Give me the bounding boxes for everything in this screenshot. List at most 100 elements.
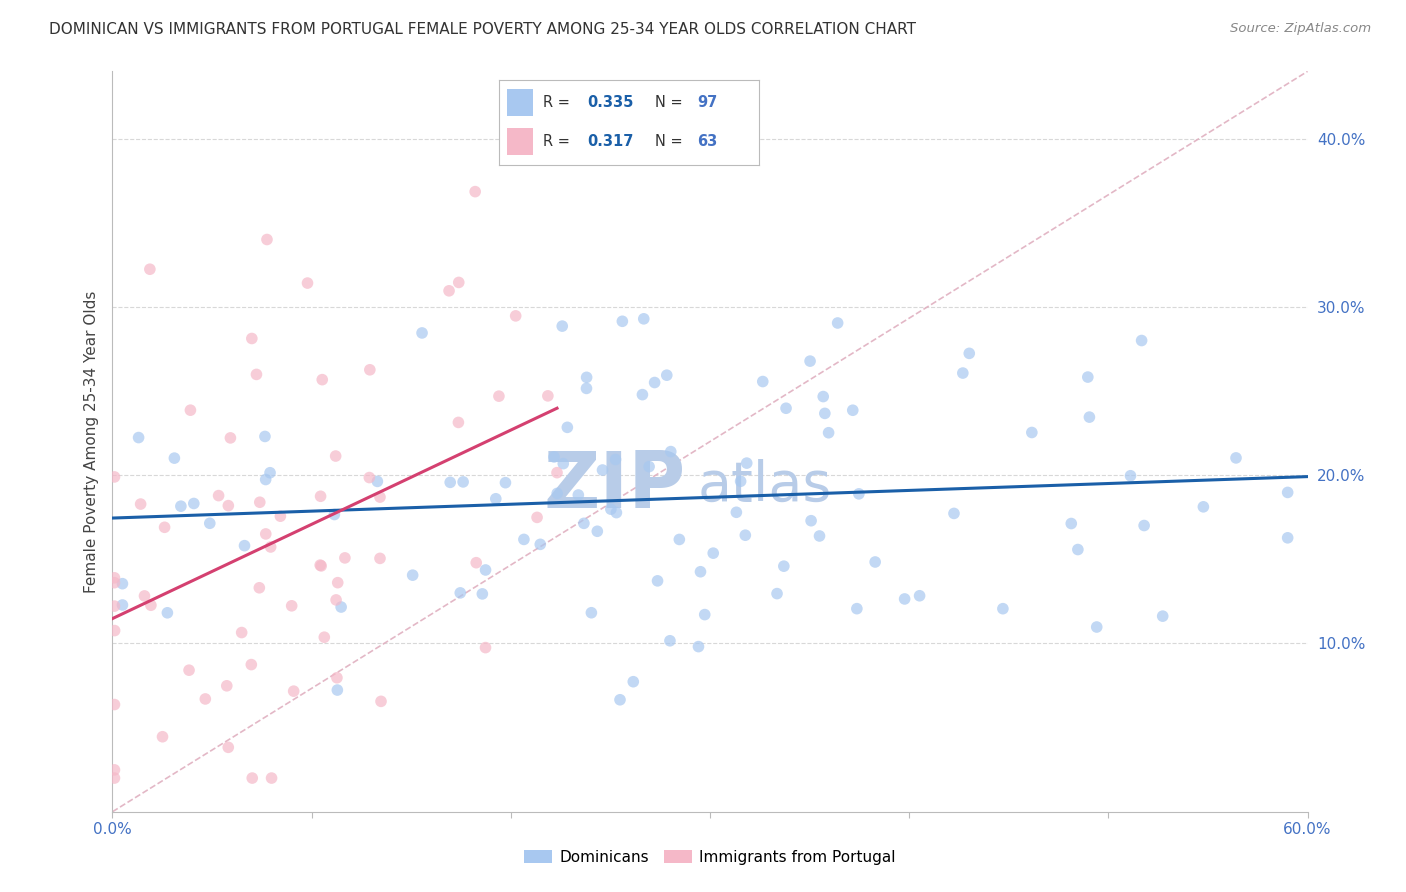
Point	[725, 505, 748, 519]
Point	[401, 568, 423, 582]
Point	[104, 624, 127, 638]
Point	[1078, 410, 1101, 425]
Point	[659, 444, 682, 458]
Point	[323, 508, 346, 522]
Point	[689, 565, 711, 579]
Point	[553, 457, 575, 471]
Text: DOMINICAN VS IMMIGRANTS FROM PORTUGAL FEMALE POVERTY AMONG 25-34 YEAR OLDS CORRE: DOMINICAN VS IMMIGRANTS FROM PORTUGAL FE…	[49, 22, 917, 37]
Point	[494, 475, 516, 490]
Point	[194, 692, 217, 706]
Point	[254, 473, 277, 487]
Point	[207, 489, 229, 503]
Point	[156, 606, 179, 620]
Text: N =: N =	[655, 134, 688, 149]
Point	[505, 309, 527, 323]
Point	[451, 475, 474, 489]
Point	[638, 459, 661, 474]
Bar	[508, 89, 533, 116]
Y-axis label: Female Poverty Among 25-34 Year Olds: Female Poverty Among 25-34 Year Olds	[83, 291, 98, 592]
Point	[1277, 485, 1299, 500]
Point	[575, 370, 598, 384]
Point	[249, 495, 271, 509]
Point	[103, 571, 125, 585]
Point	[439, 475, 461, 490]
Point	[152, 730, 174, 744]
Point	[326, 671, 349, 685]
Text: 0.317: 0.317	[588, 134, 634, 149]
Point	[309, 489, 332, 503]
Point	[813, 390, 835, 404]
Point	[240, 657, 263, 672]
Point	[581, 606, 603, 620]
Text: 0.335: 0.335	[588, 95, 634, 110]
Point	[575, 381, 598, 395]
Point	[572, 516, 595, 531]
Point	[734, 528, 756, 542]
Text: 63: 63	[697, 134, 717, 149]
Point	[447, 276, 470, 290]
Point	[605, 506, 627, 520]
Point	[893, 591, 915, 606]
Point	[103, 771, 125, 785]
Point	[309, 558, 332, 573]
Point	[103, 470, 125, 484]
Point	[103, 599, 125, 613]
Point	[730, 475, 752, 489]
Point	[240, 331, 263, 345]
Point	[103, 763, 125, 777]
Point	[908, 589, 931, 603]
Point	[111, 598, 134, 612]
Point	[567, 488, 589, 502]
Point	[621, 674, 644, 689]
Point	[688, 640, 710, 654]
Point	[752, 375, 775, 389]
Point	[586, 524, 609, 539]
Point	[658, 633, 681, 648]
Point	[655, 368, 678, 383]
Point	[177, 663, 200, 677]
Point	[153, 520, 176, 534]
Point	[546, 486, 568, 500]
Point	[592, 463, 614, 477]
Point	[465, 556, 488, 570]
Point	[231, 625, 253, 640]
Point	[814, 406, 837, 420]
Point	[609, 692, 631, 706]
Point	[612, 314, 634, 328]
Point	[772, 559, 794, 574]
Point	[471, 587, 494, 601]
Point	[551, 319, 574, 334]
Text: 97: 97	[697, 95, 717, 110]
Point	[513, 533, 536, 547]
Point	[546, 466, 568, 480]
Point	[808, 529, 831, 543]
Point	[526, 510, 548, 524]
Point	[485, 491, 508, 506]
Point	[529, 537, 551, 551]
Point	[139, 262, 162, 277]
Point	[800, 514, 823, 528]
Point	[474, 563, 496, 577]
Point	[253, 429, 276, 443]
Point	[366, 475, 388, 489]
Point	[326, 683, 349, 698]
Point	[605, 452, 627, 467]
Point	[543, 450, 565, 464]
Point	[247, 581, 270, 595]
Point	[245, 368, 267, 382]
Text: N =: N =	[655, 95, 688, 110]
Point	[1119, 468, 1142, 483]
Point	[129, 497, 152, 511]
Point	[325, 593, 347, 607]
Point	[260, 771, 283, 785]
Point	[311, 373, 333, 387]
Point	[325, 449, 347, 463]
Point	[1192, 500, 1215, 514]
Point	[198, 516, 221, 531]
Point	[1077, 370, 1099, 384]
Point	[330, 600, 353, 615]
Text: atlas: atlas	[699, 459, 832, 513]
Point	[256, 233, 278, 247]
Point	[326, 575, 349, 590]
Point	[359, 363, 381, 377]
